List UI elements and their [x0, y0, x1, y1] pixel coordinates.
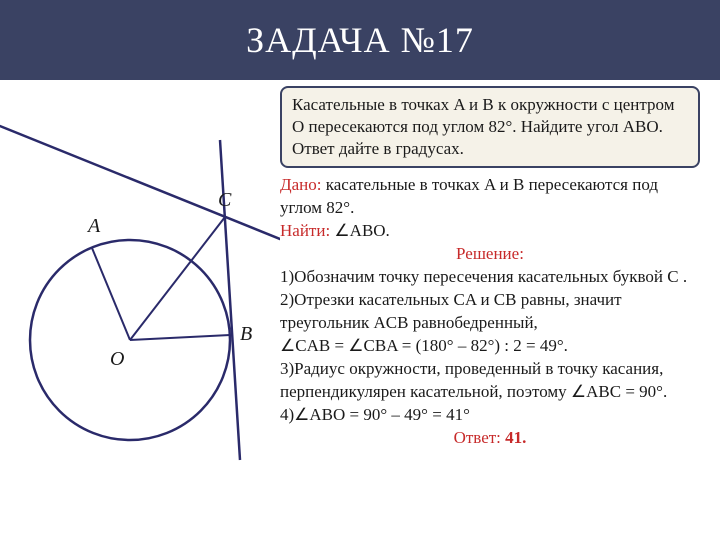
- find-label: Найти:: [280, 221, 330, 240]
- diagram-panel: A B C O: [0, 80, 280, 540]
- label-c: C: [218, 189, 232, 211]
- solution-step-2b: ∠CAB = ∠CBA = (180° – 82°) : 2 = 49°.: [280, 335, 700, 358]
- given-label: Дано:: [280, 175, 321, 194]
- geometry-diagram: A B C O: [0, 80, 280, 500]
- solution-body: 1)Обозначим точку пересечения касательны…: [280, 266, 700, 427]
- problem-statement: Касательные в точках A и B к окружности …: [280, 86, 700, 168]
- radius-ob: [130, 335, 230, 340]
- segment-oc: [130, 217, 225, 340]
- given-text: касательные в точках A и B пересекаются …: [280, 175, 658, 217]
- solution-step-4: 4)∠ABO = 90° – 49° = 41°: [280, 404, 700, 427]
- answer-value: 41.: [505, 428, 526, 447]
- radius-oa: [92, 248, 130, 340]
- answer-label: Ответ:: [454, 428, 506, 447]
- solution-heading: Решение:: [456, 244, 524, 263]
- find-text: ∠ABO.: [330, 221, 390, 240]
- answer-line: Ответ: 41.: [280, 427, 700, 450]
- page-title: ЗАДАЧА №17: [246, 19, 474, 61]
- find-line: Найти: ∠ABO.: [280, 220, 700, 243]
- problem-text: Касательные в точках A и B к окружности …: [292, 95, 674, 158]
- solution-step-3: 3)Радиус окружности, проведенный в точку…: [280, 358, 700, 404]
- solution-step-2: 2)Отрезки касательных CA и CB равны, зна…: [280, 289, 700, 335]
- label-o: O: [110, 348, 124, 370]
- solution-step-1: 1)Обозначим точку пересечения касательны…: [280, 266, 700, 289]
- solution-heading-line: Решение:: [280, 243, 700, 266]
- label-b: B: [240, 323, 252, 345]
- text-panel: Касательные в точках A и B к окружности …: [280, 80, 720, 540]
- content: A B C O Касательные в точках A и B к окр…: [0, 80, 720, 540]
- tangent-a: [0, 118, 280, 243]
- header: ЗАДАЧА №17: [0, 0, 720, 80]
- given-line: Дано: касательные в точках A и B пересек…: [280, 174, 700, 220]
- label-a: A: [86, 215, 101, 237]
